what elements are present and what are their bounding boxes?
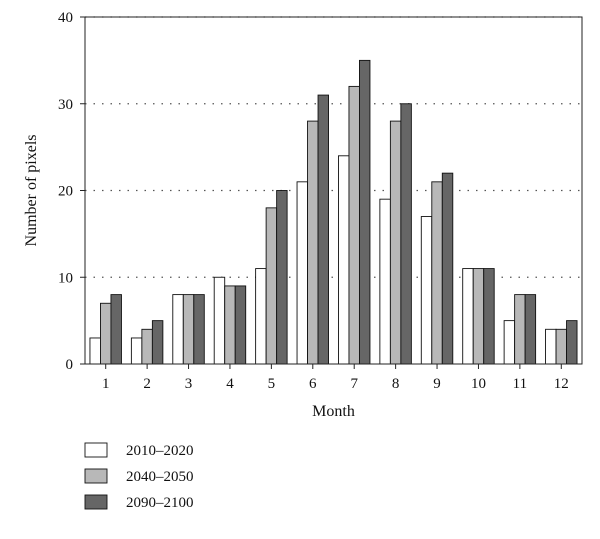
x-tick-label: 12 (554, 376, 569, 392)
legend-item: 2010–2020 (84, 442, 194, 459)
x-tick-label: 7 (350, 376, 358, 392)
bar (420, 216, 433, 365)
bar-group (255, 190, 288, 365)
bar (182, 294, 195, 365)
legend-label: 2010–2020 (126, 443, 194, 459)
bar (100, 302, 112, 365)
bar (514, 294, 526, 365)
bar (566, 320, 578, 365)
bar (255, 268, 267, 365)
bar-group (379, 103, 412, 365)
y-tick-label: 0 (66, 357, 74, 373)
legend-label: 2040–2050 (126, 469, 194, 485)
bar-group (89, 294, 122, 365)
y-tick-label: 40 (58, 10, 73, 26)
bar (307, 120, 319, 365)
bar (213, 276, 226, 365)
bar (348, 85, 360, 365)
y-tick-label: 10 (58, 270, 73, 286)
x-tick-label: 6 (309, 376, 317, 392)
y-tick-label: 20 (58, 184, 73, 200)
grid-lines (85, 16, 582, 278)
bar-group (130, 320, 164, 365)
bar (379, 198, 391, 365)
bar (89, 337, 101, 365)
bar-group (172, 294, 205, 365)
bar (317, 94, 329, 365)
x-tick-label: 9 (433, 376, 441, 392)
legend: 2010–2020 2040–2050 2090–2100 (84, 442, 194, 511)
legend-swatch (84, 468, 108, 484)
bar-group (503, 294, 537, 365)
legend-label: 2090–2100 (126, 495, 194, 511)
legend-swatch (84, 494, 108, 510)
legend-item: 2040–2050 (84, 468, 194, 485)
bar (431, 181, 443, 365)
bar (172, 294, 184, 365)
bar (224, 285, 236, 365)
plot-frame (84, 16, 583, 365)
x-tick-label: 10 (471, 376, 486, 392)
x-axis-label: Month (312, 403, 355, 420)
bar (110, 294, 122, 365)
bar-group (420, 172, 454, 365)
bar-group (462, 268, 495, 365)
x-tick-label: 11 (513, 376, 527, 392)
x-tick-label: 2 (143, 376, 151, 392)
bar (276, 190, 288, 365)
x-tick-label: 4 (226, 376, 234, 392)
legend-swatch (84, 442, 108, 458)
bar (141, 328, 153, 365)
bar (296, 181, 308, 365)
y-tick-label: 30 (58, 97, 73, 113)
bar (400, 103, 412, 365)
bar (359, 59, 371, 365)
bar-group (545, 320, 578, 365)
bar (524, 294, 537, 365)
bar (389, 120, 402, 365)
bar (338, 155, 350, 365)
bar-group (296, 94, 329, 365)
bar (130, 337, 143, 365)
bar (483, 268, 495, 365)
bar (151, 320, 164, 365)
x-tick-label: 1 (102, 376, 110, 392)
bar (193, 294, 205, 365)
bar (503, 320, 516, 365)
bar (462, 268, 474, 365)
bar-groups (89, 59, 578, 365)
legend-item: 2090–2100 (84, 494, 194, 511)
x-tick-label: 8 (392, 376, 400, 392)
x-tick-label: 3 (185, 376, 193, 392)
bar-group (338, 59, 371, 365)
bar (234, 285, 247, 365)
y-axis-ticks: 0 10 20 30 40 (58, 10, 85, 373)
y-axis-label: Number of pixels (23, 135, 40, 247)
bar (472, 268, 485, 365)
bar (555, 328, 567, 365)
bar (441, 172, 454, 365)
x-tick-label: 5 (268, 376, 276, 392)
bar (265, 207, 278, 365)
bar-group (213, 276, 247, 365)
x-axis-ticks: 1 2 3 4 5 6 7 8 9 10 11 12 (102, 364, 569, 392)
bar (545, 328, 557, 365)
